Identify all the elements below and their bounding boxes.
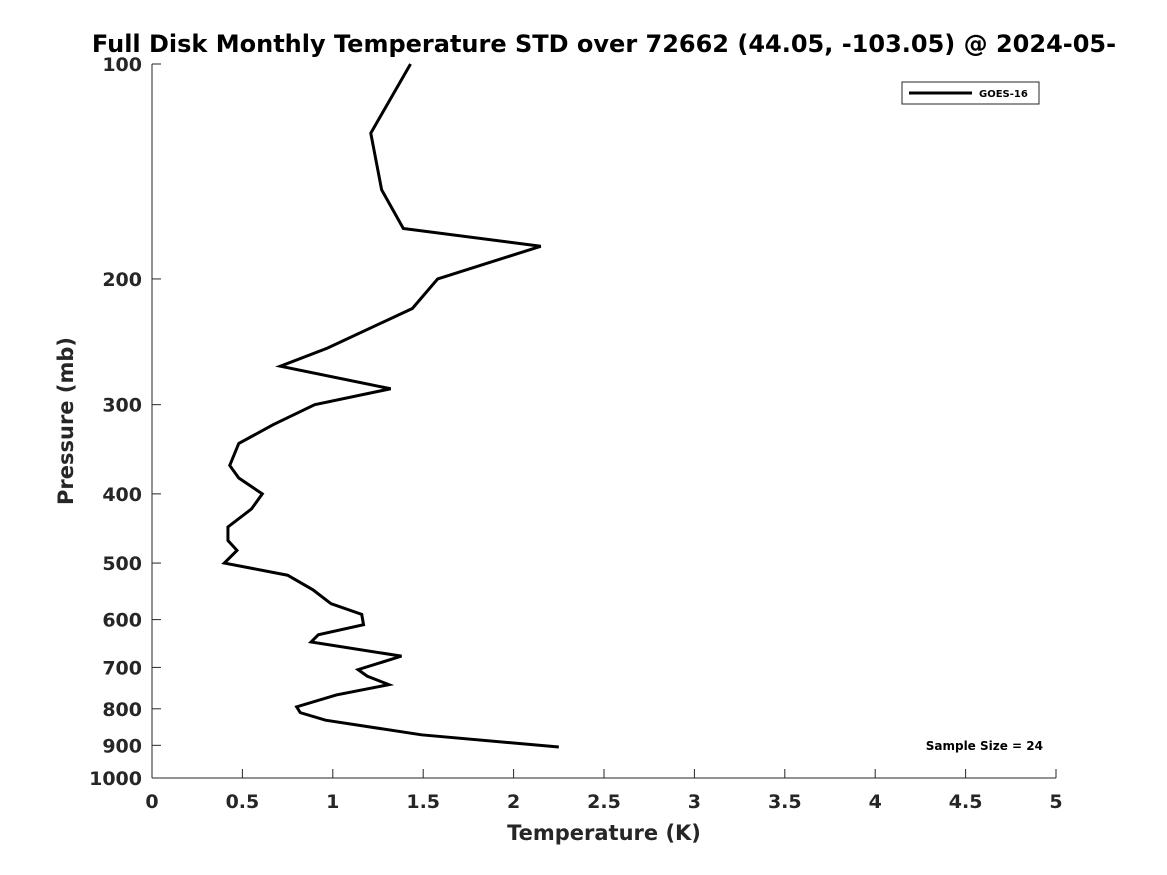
x-tick-label: 4.5: [949, 791, 983, 813]
x-axis-ticks: 0 0.5 1 1.5 2 2.5 3 3.5 4 4.5 5: [145, 769, 1063, 813]
sample-size-annotation: Sample Size = 24: [926, 739, 1043, 753]
series-layer: [221, 63, 559, 749]
x-tick-label: 2.5: [587, 791, 621, 813]
x-tick-label: 0.5: [226, 791, 260, 813]
x-axis-label: Temperature (K): [507, 821, 701, 845]
y-tick-label: 300: [102, 395, 142, 417]
legend-label: GOES-16: [979, 89, 1028, 100]
chart-title: Full Disk Monthly Temperature STD over 7…: [92, 30, 1116, 58]
legend: GOES-16: [901, 81, 1040, 105]
x-tick-label: 3: [688, 791, 701, 813]
y-tick-label: 600: [102, 610, 142, 632]
y-tick-label: 200: [102, 269, 142, 291]
y-tick-label: 800: [102, 699, 142, 721]
x-tick-label: 1.5: [406, 791, 440, 813]
plot-area: [151, 64, 1056, 779]
y-tick-label: 700: [102, 657, 142, 679]
x-tick-label: 4: [869, 791, 882, 813]
y-tick-label: 500: [102, 553, 142, 575]
series-line-goes-16: [221, 63, 559, 749]
x-tick-label: 0: [145, 791, 158, 813]
x-tick-label: 1: [326, 791, 339, 813]
y-tick-label: 1000: [89, 768, 142, 790]
y-tick-label: 400: [102, 484, 142, 506]
y-tick-label: 100: [102, 54, 142, 76]
x-tick-label: 2: [507, 791, 520, 813]
x-tick-label: 5: [1049, 791, 1062, 813]
y-tick-label: 900: [102, 735, 142, 757]
x-tick-label: 3.5: [768, 791, 802, 813]
y-axis-ticks: 100 200 300 400 500 600 700 800 900 1000: [89, 54, 161, 790]
y-axis-label: Pressure (mb): [54, 337, 78, 505]
